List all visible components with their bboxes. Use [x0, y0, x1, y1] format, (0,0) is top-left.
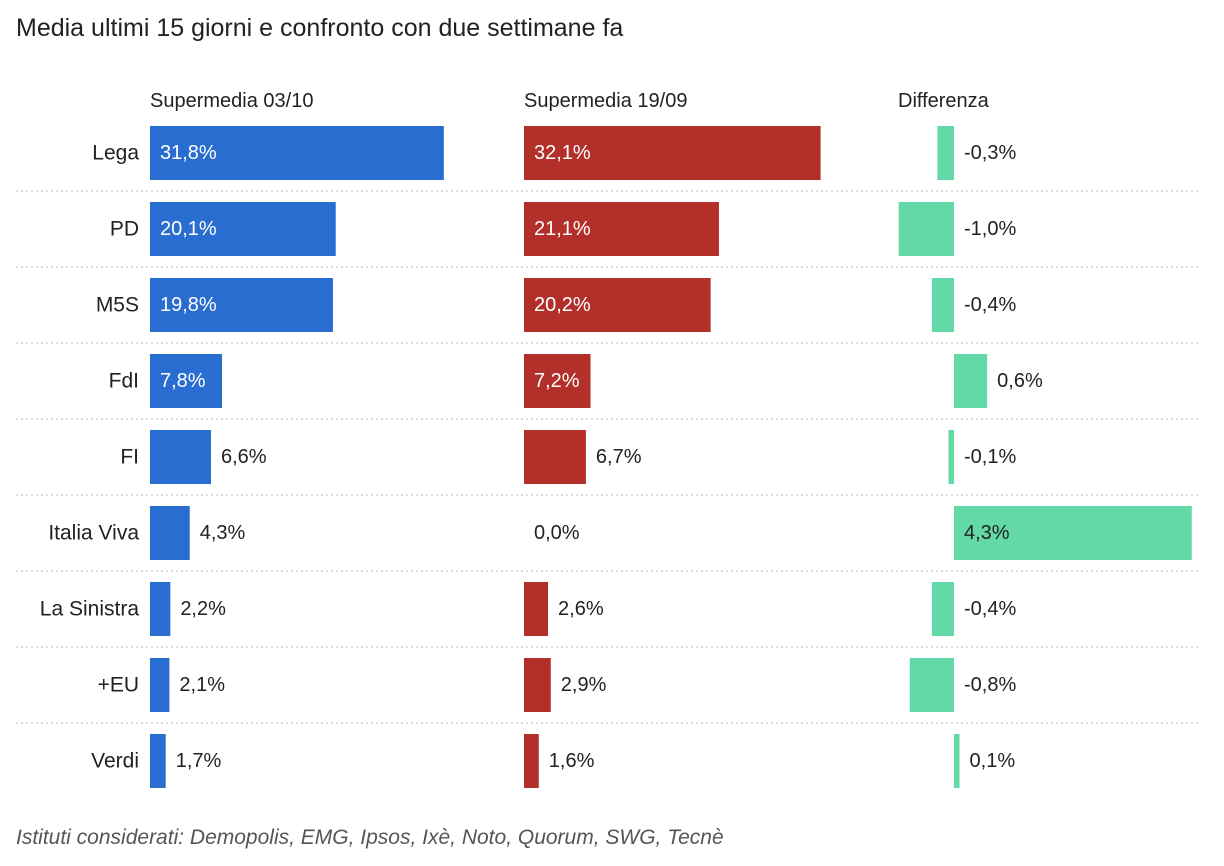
bar-previous [524, 202, 719, 256]
category-label: M5S [96, 294, 139, 317]
data-label: -0,1% [964, 446, 1016, 468]
category-label: Lega [92, 142, 139, 165]
category-label: FdI [109, 370, 139, 393]
bar-current [150, 126, 444, 180]
bar-previous [524, 278, 711, 332]
bar-difference [931, 582, 954, 636]
bar-current [150, 354, 223, 408]
bar-current [150, 582, 171, 636]
category-label: +EU [98, 674, 139, 697]
data-label: -0,4% [964, 598, 1016, 620]
bar-previous [524, 430, 586, 484]
bar-current [150, 658, 170, 712]
column-header-difference: Differenza [898, 90, 989, 112]
category-label: Verdi [91, 750, 139, 773]
bar-current [150, 734, 166, 788]
bar-difference [909, 658, 954, 712]
bar-difference [954, 354, 988, 408]
data-label: 2,1% [179, 674, 225, 696]
data-label: 31,8% [160, 142, 217, 164]
data-label: 6,6% [221, 446, 267, 468]
data-label: 2,9% [561, 674, 607, 696]
bar-difference [937, 126, 954, 180]
data-label: 4,3% [964, 522, 1010, 544]
data-label: 1,7% [176, 750, 222, 772]
column-header-previous: Supermedia 19/09 [524, 90, 688, 112]
data-label: 4,3% [200, 522, 246, 544]
bar-current [150, 278, 333, 332]
data-label: -1,0% [964, 218, 1016, 240]
source-note: Istituti considerati: Demopolis, EMG, Ip… [16, 826, 724, 849]
bar-difference [931, 278, 954, 332]
bar-current [150, 430, 211, 484]
bar-difference [948, 430, 954, 484]
data-label: 2,6% [558, 598, 604, 620]
bar-current [150, 506, 190, 560]
bar-previous [524, 658, 551, 712]
data-label: 32,1% [534, 142, 591, 164]
data-label: 2,2% [180, 598, 226, 620]
bar-previous [524, 734, 539, 788]
data-label: 0,1% [970, 750, 1016, 772]
category-label: La Sinistra [40, 598, 140, 621]
data-label: 6,7% [596, 446, 642, 468]
data-label: 21,1% [534, 218, 591, 240]
category-label: Italia Viva [48, 522, 139, 545]
bar-difference [954, 506, 1192, 560]
data-label: -0,8% [964, 674, 1016, 696]
bar-difference [954, 734, 960, 788]
category-label: FI [120, 446, 139, 469]
bar-previous [524, 126, 821, 180]
data-label: 7,2% [534, 370, 580, 392]
data-label: 0,6% [997, 370, 1043, 392]
data-label: -0,4% [964, 294, 1016, 316]
bar-previous [524, 354, 591, 408]
data-label: 20,1% [160, 218, 217, 240]
data-label: 19,8% [160, 294, 217, 316]
category-label: PD [110, 218, 139, 241]
bar-difference [898, 202, 954, 256]
data-label: 7,8% [160, 370, 206, 392]
data-label: 20,2% [534, 294, 591, 316]
data-label: -0,3% [964, 142, 1016, 164]
data-label: 0,0% [534, 522, 580, 544]
chart-title: Media ultimi 15 giorni e confronto con d… [16, 14, 624, 42]
bar-current [150, 202, 336, 256]
bar-previous [524, 582, 549, 636]
data-label: 1,6% [549, 750, 595, 772]
column-header-current: Supermedia 03/10 [150, 90, 314, 112]
